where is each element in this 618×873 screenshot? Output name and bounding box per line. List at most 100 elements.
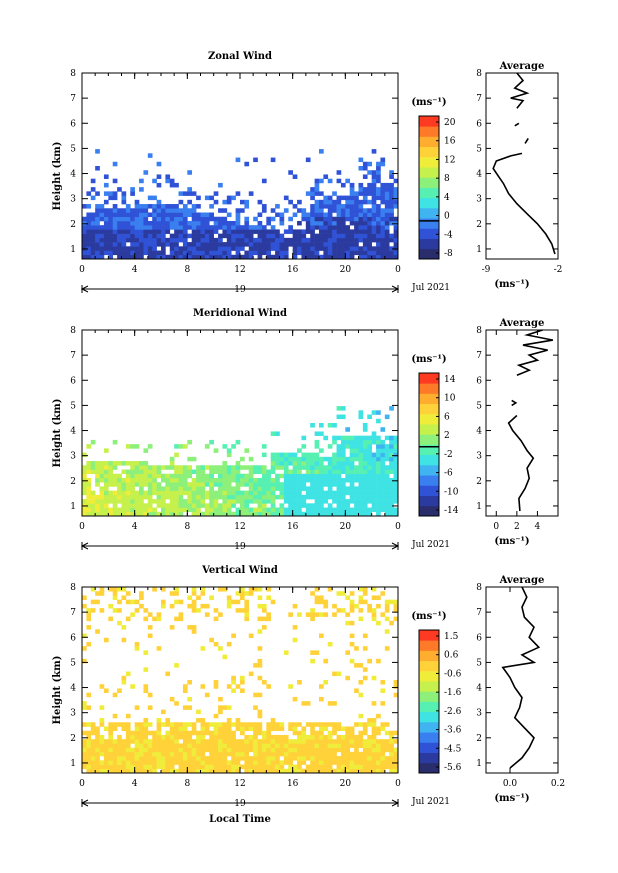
heatmap-cell <box>165 490 171 496</box>
heatmap-cell <box>90 465 96 470</box>
heatmap-cell <box>125 486 131 491</box>
heatmap-cell <box>358 739 364 744</box>
heatmap-cell <box>301 503 307 508</box>
heatmap-cell <box>169 494 175 500</box>
heatmap-cell <box>182 760 188 765</box>
heatmap-cell <box>323 195 329 201</box>
heatmap-cell <box>240 465 245 470</box>
heatmap-cell <box>358 486 364 491</box>
heatmap-cell <box>367 208 372 213</box>
heatmap-cell <box>178 768 184 773</box>
heatmap-cell <box>204 444 210 449</box>
heatmap-cell <box>288 199 293 205</box>
heatmap-cell <box>196 709 201 715</box>
heatmap-cell <box>393 178 398 184</box>
heatmap-cell <box>209 204 214 209</box>
heatmap-cell <box>218 233 223 239</box>
heatmap-cell <box>367 608 372 613</box>
heatmap-cell <box>139 225 144 230</box>
heatmap-cell <box>82 764 87 770</box>
heatmap-cell <box>200 511 206 516</box>
heatmap-cell <box>345 507 351 513</box>
heatmap-cell <box>204 477 210 483</box>
heatmap-cell <box>362 242 368 247</box>
heatmap-cell <box>345 730 351 736</box>
heatmap-cell <box>152 195 157 201</box>
heatmap-cell <box>349 250 355 256</box>
heatmap-cell <box>130 739 135 744</box>
heatmap-cell <box>187 756 193 761</box>
colorbar-segment <box>419 424 439 435</box>
heatmap-cell <box>235 229 241 234</box>
heatmap-cell <box>187 246 193 251</box>
heatmap-cell <box>279 473 285 479</box>
heatmap-cell <box>86 511 92 516</box>
heatmap-cell <box>82 595 87 600</box>
heatmap-cell <box>178 216 184 222</box>
heatmap-cell <box>196 751 201 757</box>
heatmap-cell <box>314 490 320 496</box>
heatmap-cell <box>130 751 135 757</box>
heatmap-cell <box>209 465 214 470</box>
heatmap-cell <box>196 482 201 487</box>
heatmap-cell <box>393 486 398 491</box>
avg-unit-label: (ms⁻¹) <box>494 793 529 804</box>
heatmap-cell <box>147 233 153 239</box>
heatmap-cell <box>222 254 228 259</box>
heatmap-cell <box>336 444 342 449</box>
heatmap-cell <box>103 216 109 222</box>
heatmap-cell <box>279 734 285 740</box>
heatmap-cell <box>139 760 144 765</box>
colorbar-tick-label: -5.6 <box>444 763 462 773</box>
heatmap-cell <box>169 220 175 226</box>
heatmap-cell <box>279 507 285 513</box>
heatmap-cell <box>266 743 272 748</box>
heatmap-cell <box>336 499 342 504</box>
heatmap-cell <box>323 764 329 770</box>
heatmap-cell <box>174 490 179 496</box>
heatmap-cell <box>327 469 333 475</box>
heatmap-cell <box>314 612 320 617</box>
avg-y-tick-label: 3 <box>476 709 482 719</box>
heatmap-cell <box>327 747 333 753</box>
heatmap-cell <box>182 756 188 761</box>
heatmap-cell <box>244 760 250 765</box>
heatmap-cell <box>147 756 153 761</box>
heatmap-cell <box>327 760 333 765</box>
heatmap-cell <box>323 242 329 247</box>
heatmap-cell <box>191 507 197 513</box>
heatmap-cell <box>362 743 368 748</box>
colorbar-segment <box>419 207 439 219</box>
heatmap-cell <box>310 473 315 479</box>
heatmap-cell <box>354 756 359 761</box>
heatmap-cell <box>147 246 153 251</box>
heatmap-cell <box>139 768 144 773</box>
heatmap-cell <box>332 246 337 251</box>
heatmap-cell <box>389 439 394 445</box>
heatmap-cell <box>218 237 223 243</box>
heatmap-cell <box>270 726 276 732</box>
heatmap-cell <box>134 477 140 483</box>
heatmap-cell <box>139 237 144 243</box>
heatmap-cell <box>362 439 368 445</box>
heatmap-cell <box>367 212 372 218</box>
heatmap-cell <box>121 254 127 259</box>
heatmap-cell <box>117 688 122 693</box>
heatmap-cell <box>323 756 329 761</box>
heatmap-cell <box>310 423 315 428</box>
heatmap-cell <box>305 229 311 234</box>
heatmap-cell <box>99 684 105 689</box>
heatmap-cell <box>240 456 245 462</box>
heatmap-cell <box>178 229 184 234</box>
heatmap-cell <box>380 225 386 230</box>
heatmap-cell <box>266 730 272 736</box>
heatmap-cell <box>367 482 372 487</box>
heatmap-cell <box>174 482 179 487</box>
heatmap-cell <box>95 225 100 230</box>
heatmap-cell <box>231 486 236 491</box>
heatmap-cell <box>336 760 342 765</box>
heatmap-cell <box>174 743 179 748</box>
heatmap-cell <box>275 482 280 487</box>
heatmap-cell <box>218 587 223 592</box>
heatmap-cell <box>226 465 232 470</box>
